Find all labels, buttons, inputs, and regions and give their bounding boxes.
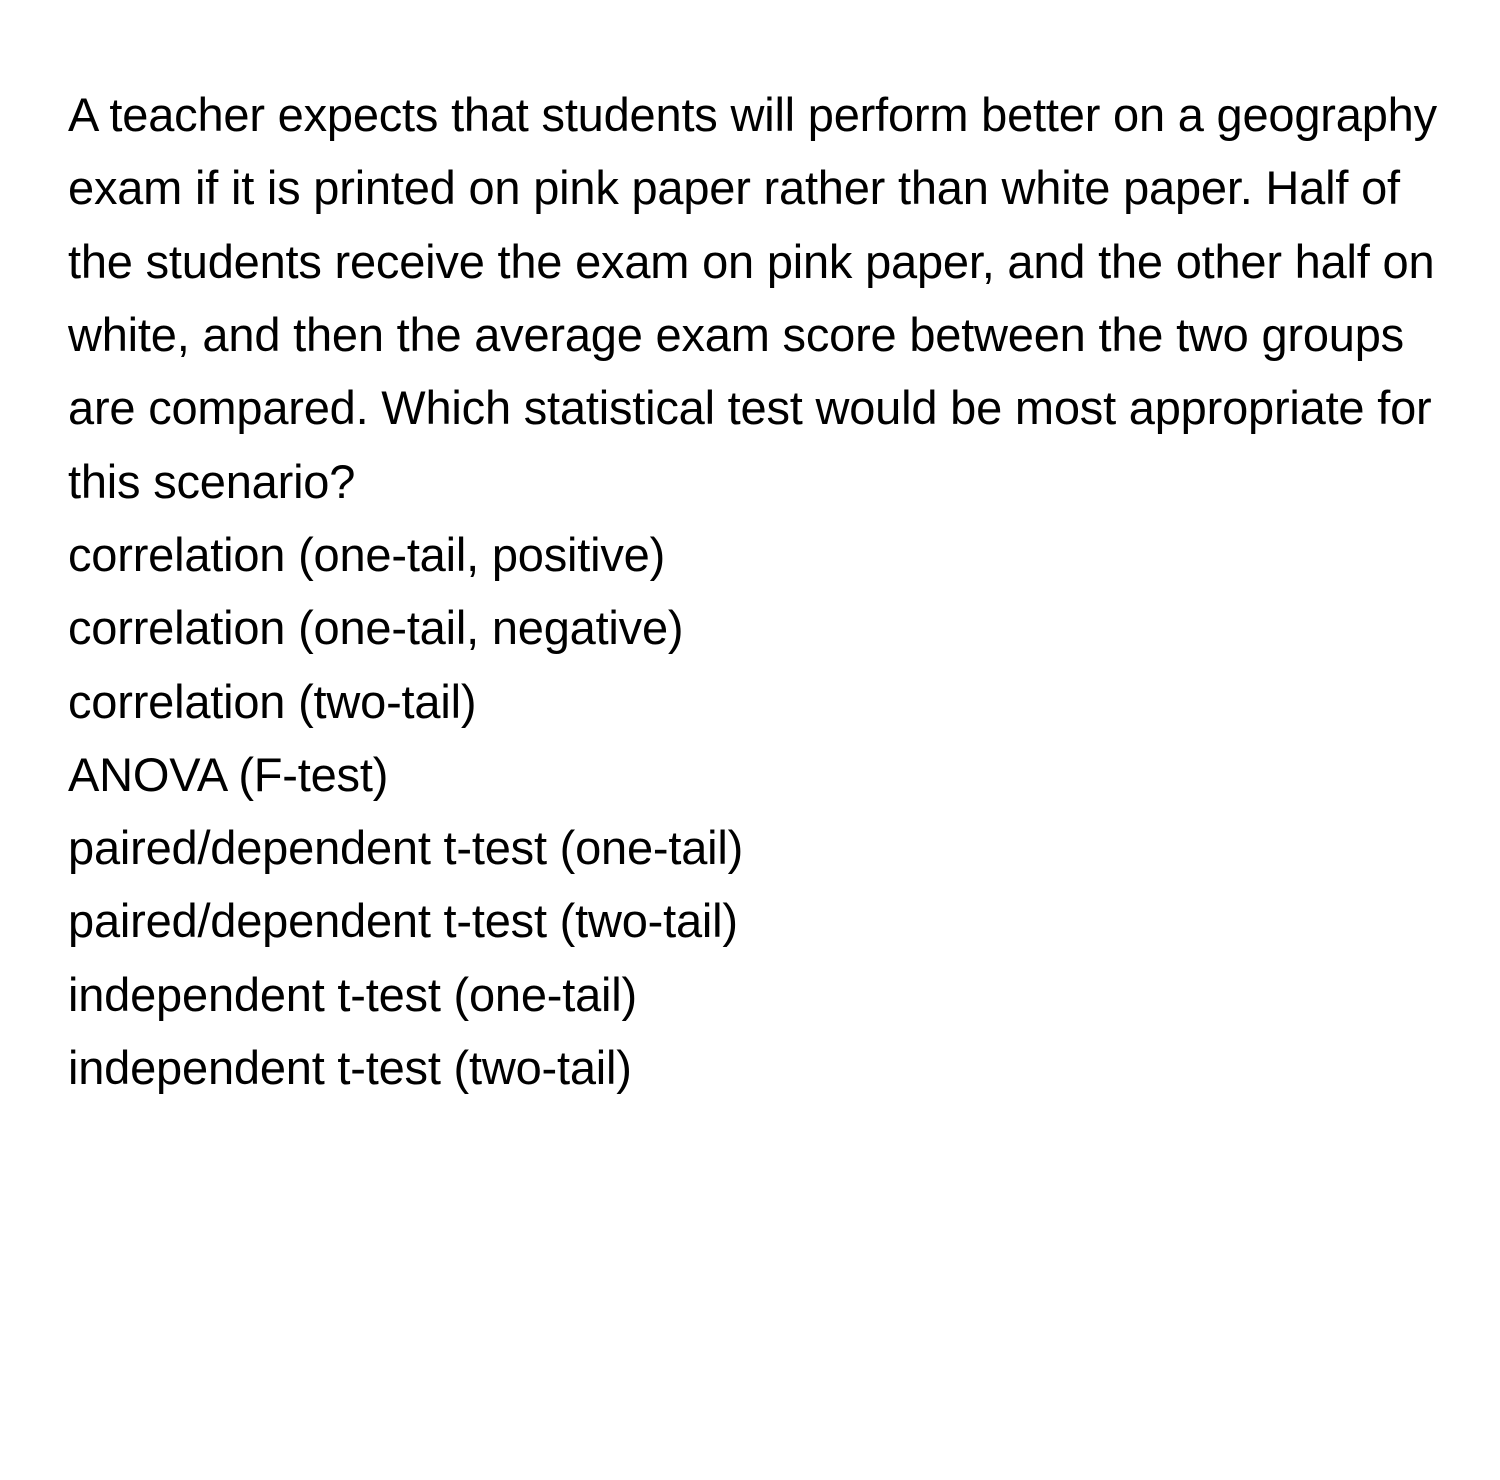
answer-option: paired/dependent t-test (two-tail) [68,884,1440,957]
answer-option: correlation (one-tail, positive) [68,518,1440,591]
answer-option: correlation (two-tail) [68,665,1440,738]
question-text: A teacher expects that students will per… [68,78,1440,518]
answer-option: ANOVA (F-test) [68,738,1440,811]
answer-option: independent t-test (two-tail) [68,1031,1440,1104]
answer-option: paired/dependent t-test (one-tail) [68,811,1440,884]
question-container: A teacher expects that students will per… [0,0,1500,1164]
answer-option: correlation (one-tail, negative) [68,591,1440,664]
answer-option: independent t-test (one-tail) [68,958,1440,1031]
